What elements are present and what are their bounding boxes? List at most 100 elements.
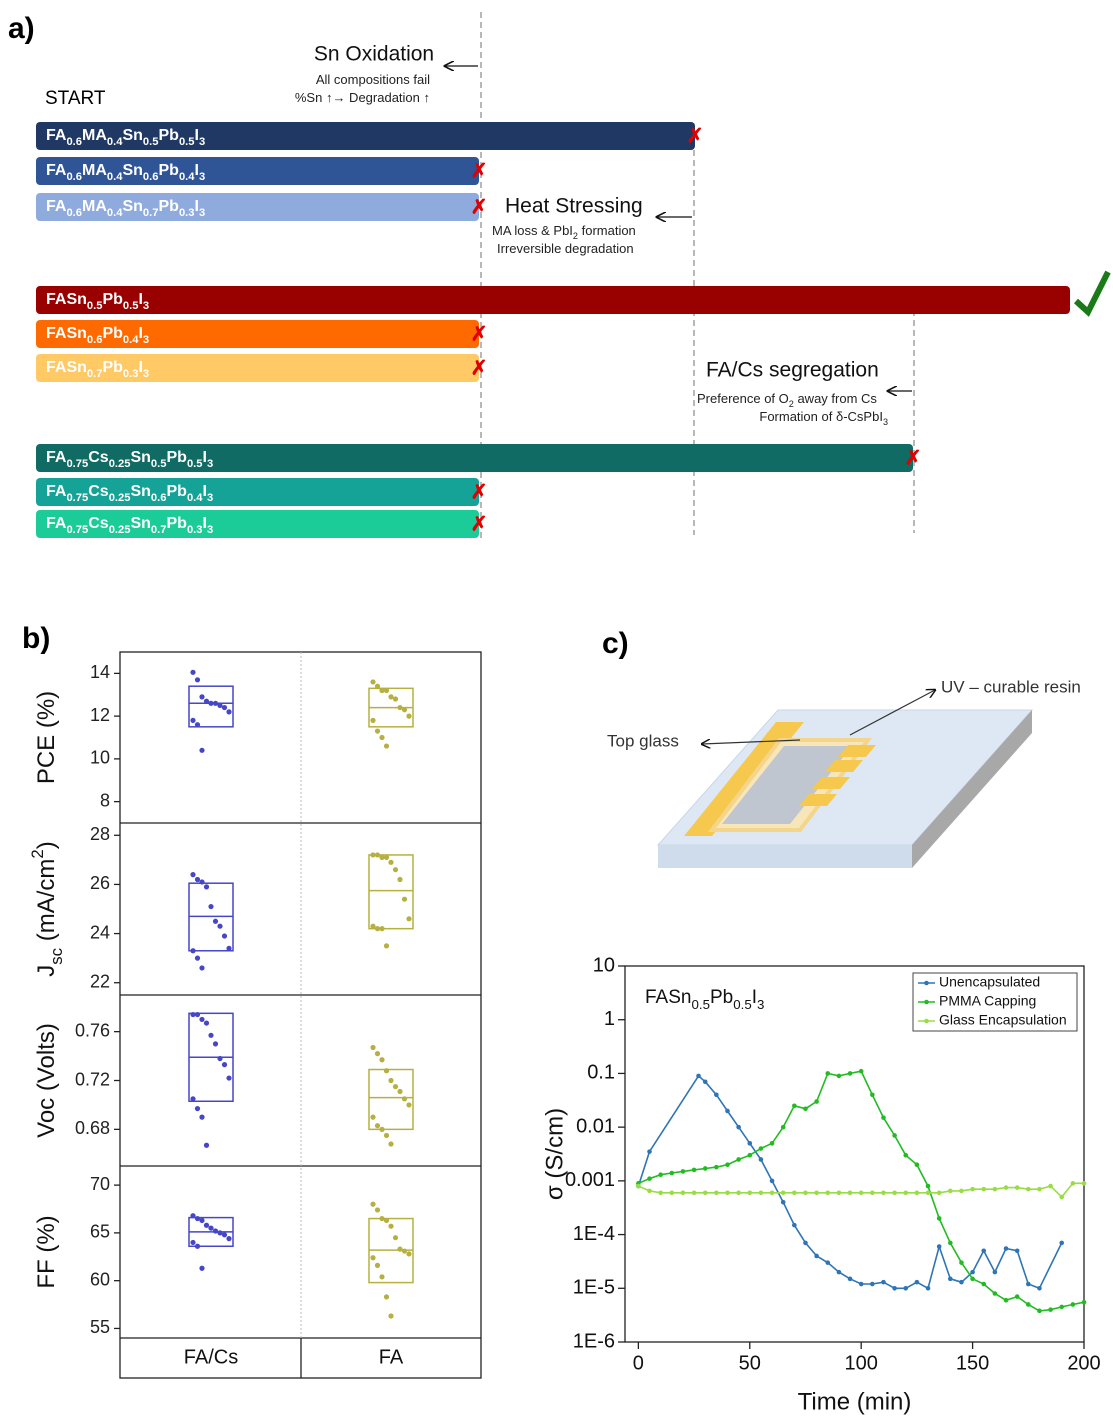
event-note-part: Formation of δ-CsPbI (759, 409, 883, 424)
data-point (792, 1190, 797, 1196)
composition-label-part: MA (82, 162, 107, 179)
data-point (401, 896, 408, 902)
composition-label-part: I (138, 359, 142, 376)
fail-mark: ✗ (471, 160, 488, 182)
data-point (199, 1114, 205, 1120)
data-point (406, 713, 412, 719)
data-point (1081, 1181, 1087, 1186)
data-point (691, 1167, 697, 1173)
data-point (199, 747, 205, 753)
event-title: Sn Oxidation (314, 43, 434, 66)
composition-label-part: FA (46, 198, 67, 215)
data-point (406, 916, 412, 922)
data-point (370, 1201, 376, 1207)
event-note: Irreversible degradation (497, 241, 634, 256)
composition-label-part: I (203, 515, 207, 532)
data-point (194, 955, 201, 961)
data-point (769, 1190, 775, 1196)
legend-label: Glass Encapsulation (939, 1012, 1067, 1028)
data-point (847, 1190, 853, 1196)
composition-label-part: 0.6 (66, 136, 82, 148)
data-point (1003, 1185, 1009, 1190)
composition-label-part: 0.25 (109, 492, 131, 504)
data-point (736, 1157, 741, 1162)
data-point (208, 1225, 214, 1231)
data-point (1025, 1302, 1031, 1307)
data-point (780, 1124, 786, 1130)
annotation: FASn0.5Pb0.5I3 (645, 987, 764, 1012)
legend-label: Unencapsulated (939, 974, 1040, 990)
data-point (814, 1253, 819, 1259)
data-point (221, 1232, 228, 1238)
y-axis-label: Voc (Volts) (33, 1023, 60, 1138)
data-point (194, 677, 201, 683)
data-point (696, 1073, 701, 1079)
data-point (892, 1190, 897, 1196)
plot-frame (624, 965, 1085, 1343)
diagram-label: Top glass (607, 731, 679, 750)
y-tick-label: 55 (90, 1317, 110, 1337)
composition-label-part: Pb (102, 325, 123, 342)
data-point (970, 1186, 975, 1192)
legend-box (912, 972, 1078, 1032)
series-line (637, 1074, 1063, 1290)
data-point (725, 1108, 730, 1114)
data-point (374, 852, 381, 858)
data-point (374, 1207, 381, 1213)
y-tick-label: 8 (100, 790, 110, 810)
data-point (194, 722, 201, 728)
data-point (388, 859, 394, 865)
data-point (383, 1217, 390, 1224)
data-point (680, 1190, 686, 1196)
data-point (1014, 1294, 1020, 1299)
data-point (836, 1073, 842, 1079)
data-point (959, 1260, 964, 1265)
composition-label-part: I (138, 291, 142, 308)
data-point (1014, 1248, 1020, 1254)
panel-label: b) (22, 622, 50, 655)
composition-label-part: 0.25 (109, 524, 131, 536)
data-point (680, 1169, 686, 1174)
data-point (383, 1132, 390, 1139)
y-tick-label: 10 (593, 954, 615, 976)
legend-swatch (924, 1018, 929, 1024)
data-point (948, 1276, 953, 1282)
composition-label-part: 0.25 (109, 458, 131, 470)
composition-label-part: 0.5 (123, 300, 139, 312)
data-point (203, 1020, 210, 1026)
data-point (658, 1190, 663, 1196)
composition-label-part: MA (82, 127, 107, 144)
data-point (194, 1011, 201, 1018)
event-title: Heat Stressing (505, 195, 643, 218)
data-point (981, 1248, 987, 1254)
data-point (379, 926, 385, 932)
data-point (914, 1279, 920, 1285)
data-point (903, 1152, 909, 1158)
event-note-part: 2 (573, 231, 578, 241)
data-point (803, 1190, 808, 1196)
start-label: START (45, 88, 106, 109)
composition-label-part: 0.7 (87, 368, 103, 380)
data-point (226, 1075, 232, 1081)
data-point (914, 1190, 920, 1196)
composition-label-part: FASn (46, 325, 87, 342)
fail-mark: ✗ (471, 196, 488, 218)
event-title: FA/Cs segregation (706, 359, 879, 382)
box (188, 685, 234, 728)
composition-label-part: I (195, 198, 199, 215)
data-point (217, 1055, 223, 1062)
data-point (397, 1088, 403, 1095)
composition-label-part: 3 (143, 300, 149, 312)
data-point (212, 700, 219, 706)
y-tick-label: 0.68 (75, 1118, 110, 1138)
y-tick-label: 1E-4 (573, 1223, 615, 1245)
data-point (1014, 1185, 1020, 1190)
composition-label-part: MA (82, 198, 107, 215)
data-point (858, 1068, 864, 1074)
contact (838, 745, 876, 757)
y-axis-label: FF (%) (33, 1215, 60, 1288)
data-point (736, 1124, 741, 1130)
composition-label-part: 0.4 (187, 492, 203, 504)
data-point (647, 1176, 652, 1181)
data-point (936, 1216, 942, 1221)
